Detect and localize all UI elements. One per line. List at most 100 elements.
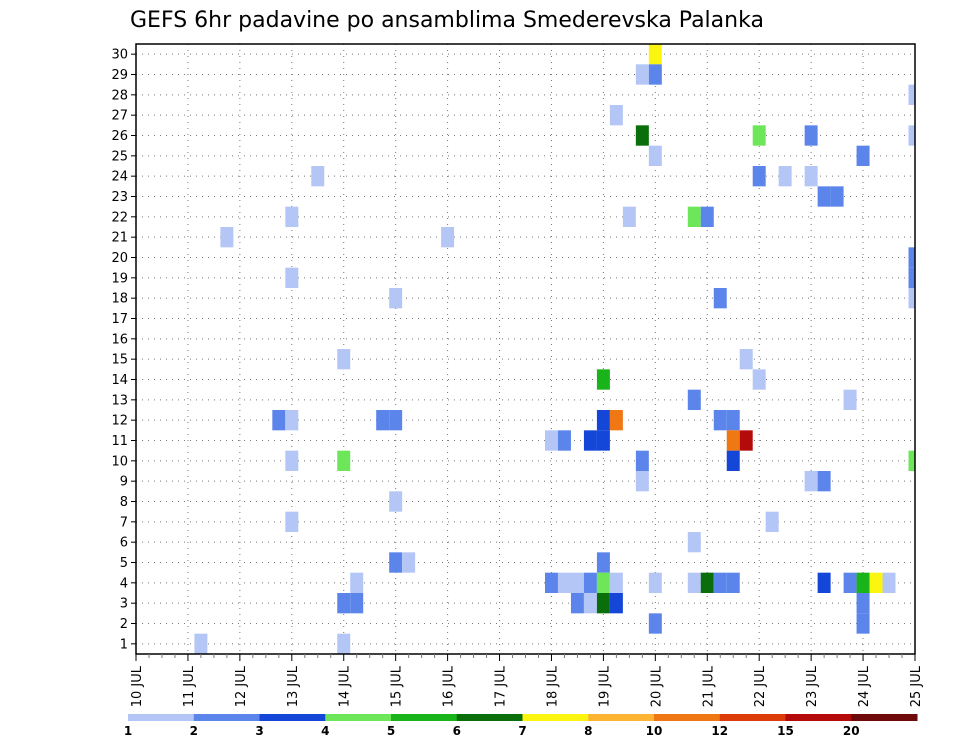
precip-cell <box>544 572 558 593</box>
precip-cell <box>856 613 870 634</box>
precip-cell <box>648 44 662 65</box>
y-tick-label: 15 <box>111 353 128 368</box>
precip-cell <box>830 186 844 207</box>
precip-cell <box>843 389 857 410</box>
colorbar-swatch <box>588 714 655 721</box>
precip-cell <box>622 206 636 227</box>
x-tick-label: 20 JUL <box>649 665 664 707</box>
precip-cell <box>908 450 915 471</box>
colorbar-swatch <box>128 714 195 721</box>
precip-cell <box>609 572 623 593</box>
precip-cell <box>687 572 701 593</box>
precip-cell <box>648 572 662 593</box>
precip-cell <box>856 572 870 593</box>
colorbar-swatch <box>259 714 326 721</box>
y-tick-label: 8 <box>120 495 128 510</box>
precip-cell <box>311 166 325 187</box>
precip-cell <box>544 430 558 451</box>
x-tick-label: 12 JUL <box>234 665 249 707</box>
y-tick-label: 10 <box>111 454 128 469</box>
colorbar-label: 12 <box>711 724 728 738</box>
y-tick-label: 16 <box>111 332 128 347</box>
precip-cell <box>635 64 649 85</box>
precip-cell <box>441 227 455 248</box>
y-tick-label: 11 <box>111 434 128 449</box>
x-tick-label: 17 JUL <box>494 665 509 707</box>
precip-cell <box>570 572 584 593</box>
colorbar-label: 6 <box>453 724 461 738</box>
y-tick-label: 30 <box>111 48 128 63</box>
colorbar-swatch <box>719 714 786 721</box>
y-tick-label: 7 <box>120 515 128 530</box>
colorbar-label: 2 <box>190 724 198 738</box>
precip-cell <box>726 430 740 451</box>
x-tick-label: 18 JUL <box>545 665 560 707</box>
precip-cell <box>726 450 740 471</box>
y-tick-label: 28 <box>111 88 128 103</box>
colorbar-label: 5 <box>387 724 395 738</box>
precip-cell <box>285 450 299 471</box>
precip-cell <box>908 288 915 309</box>
precip-cell <box>687 206 701 227</box>
precip-cell <box>648 145 662 166</box>
x-tick-label: 15 JUL <box>390 665 405 707</box>
precip-cell <box>713 288 727 309</box>
precip-cell <box>583 572 597 593</box>
precip-cell <box>817 471 831 492</box>
plot-frame <box>135 43 916 655</box>
y-tick-label: 29 <box>111 68 128 83</box>
precip-cell <box>908 267 915 288</box>
x-tick-label: 24 JUL <box>857 665 872 707</box>
y-tick-label: 27 <box>111 109 128 124</box>
precip-cell <box>609 105 623 126</box>
precip-cell <box>557 572 571 593</box>
y-tick-label: 19 <box>111 271 128 286</box>
precip-cell <box>609 410 623 431</box>
precip-cell <box>635 125 649 146</box>
y-tick-label: 22 <box>111 210 128 225</box>
y-tick-label: 9 <box>120 475 128 490</box>
precip-cell <box>752 166 766 187</box>
y-tick-label: 24 <box>111 170 128 185</box>
precip-cells <box>194 44 915 654</box>
precip-cell <box>635 450 649 471</box>
colorbar-label: 15 <box>777 724 794 738</box>
precip-cell <box>700 206 714 227</box>
precip-cell <box>583 593 597 614</box>
x-tick-label: 22 JUL <box>753 665 768 707</box>
precip-cell <box>804 166 818 187</box>
y-tick-label: 26 <box>111 129 128 144</box>
colorbar-label: 20 <box>843 724 860 738</box>
colorbar-label: 3 <box>255 724 263 738</box>
colorbar-swatch <box>654 714 721 721</box>
precip-cell <box>389 552 403 573</box>
precip-cell <box>337 633 351 654</box>
precip-cell <box>713 572 727 593</box>
precip-cell <box>220 227 234 248</box>
x-tick-label: 16 JUL <box>442 665 457 707</box>
x-tick-label: 23 JUL <box>805 665 820 707</box>
precip-cell <box>596 572 610 593</box>
precip-cell <box>389 491 403 512</box>
precip-cell <box>700 572 714 593</box>
x-tick-label: 21 JUL <box>701 665 716 707</box>
y-tick-label: 12 <box>111 414 128 429</box>
precip-cell <box>285 511 299 532</box>
precip-cell <box>337 593 351 614</box>
colorbar-swatch <box>325 714 392 721</box>
y-tick-label: 20 <box>111 251 128 266</box>
precip-cell <box>402 552 416 573</box>
precip-cell <box>583 430 597 451</box>
y-tick-label: 4 <box>120 576 128 591</box>
precip-cell <box>596 369 610 390</box>
y-tick-label: 14 <box>111 373 128 388</box>
precip-cell <box>596 430 610 451</box>
y-tick-label: 21 <box>111 231 128 246</box>
precip-cell <box>726 410 740 431</box>
precip-cell <box>596 552 610 573</box>
colorbar-swatch <box>456 714 523 721</box>
precip-cell <box>635 471 649 492</box>
precip-cell <box>908 125 915 146</box>
precip-cell <box>337 349 351 370</box>
